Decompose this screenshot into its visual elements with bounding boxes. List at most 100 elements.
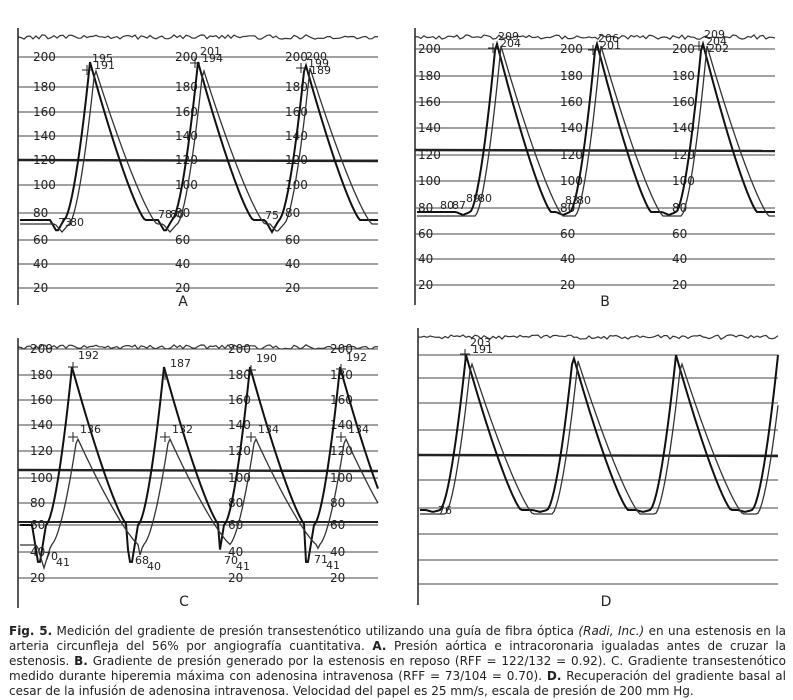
distal-pressure-wave (20, 437, 379, 571)
distal-peak-marker (336, 432, 346, 442)
panel-letter-b: B (600, 294, 610, 310)
y-tick-label: 140 (30, 418, 53, 432)
y-tick-label: 80 (175, 206, 190, 220)
y-tick-label: 100 (560, 174, 583, 188)
panel-letter-a: A (178, 294, 188, 310)
y-tick-label: 60 (33, 233, 48, 247)
aortic-pressure-wave (417, 40, 775, 217)
peak-marker (336, 364, 346, 374)
caption-b-text: Gradiente de presión generado por la est… (9, 654, 786, 683)
y-tick-label: 120 (330, 444, 353, 458)
y-tick-label: 140 (560, 121, 583, 135)
y-tick-label: 100 (672, 174, 695, 188)
y-tick-label: 60 (560, 227, 575, 241)
mean-pressure-line (17, 468, 379, 473)
peak-marker (588, 45, 598, 55)
trough-label: 71 (314, 553, 328, 566)
aortic-pressure-wave (20, 61, 378, 234)
systolic-peak-label: 199 (308, 57, 329, 70)
y-tick-label: 120 (30, 444, 53, 458)
ecg-trace (17, 344, 379, 351)
y-tick-label: 120 (418, 148, 441, 162)
trough-label: 41 (326, 559, 340, 572)
peak-marker (460, 349, 470, 359)
y-tick-label: 120 (560, 148, 583, 162)
systolic-peak-label: 202 (708, 42, 729, 55)
y-tick-label: 60 (30, 518, 45, 532)
trough-label: 70 (224, 554, 238, 567)
trough-label: 89 (466, 192, 480, 205)
trough-label: 68 (135, 554, 149, 567)
y-tick-label: 60 (418, 227, 433, 241)
y-tick-label: 160 (560, 95, 583, 109)
caption-b-label: B. (74, 654, 88, 668)
y-tick-label: 200 (228, 342, 251, 356)
systolic-peak-label: 189 (310, 64, 331, 77)
peak-marker (160, 370, 170, 380)
y-tick-label: 20 (285, 281, 300, 295)
y-tick-label: 40 (175, 257, 190, 271)
mean-pressure-line (17, 158, 379, 163)
ecg-trace (17, 34, 379, 41)
panel-b: 200 180 160 140 120 100 80 60 40 20 200 180 160 140 12… (414, 28, 776, 310)
trough-label: 41 (236, 560, 250, 573)
distal-pressure-wave (420, 360, 779, 515)
y-tick-label: 120 (33, 153, 56, 167)
systolic-peak-label: 192 (346, 351, 367, 364)
peak-marker (488, 43, 498, 53)
peak-marker (694, 41, 704, 51)
y-tick-label: 180 (33, 80, 56, 94)
y-tick-label: 120 (672, 148, 695, 162)
trough-label: 80 (70, 216, 84, 229)
distal-peak-marker (246, 432, 256, 442)
y-tick-label: 180 (285, 80, 308, 94)
y-tick-label: 60 (672, 227, 687, 241)
caption-text-2: en una estenosis en la arteria circunfle… (9, 624, 787, 653)
systolic-peak-label: 187 (170, 357, 191, 370)
peak-marker (246, 365, 256, 375)
y-tick-label: 200 (560, 42, 583, 56)
y-tick-label: 40 (285, 257, 300, 271)
y-tick-label: 120 (285, 153, 308, 167)
y-tick-label: 200 (33, 50, 56, 64)
caption-a-label: A. (372, 639, 387, 653)
y-tick-label: 20 (418, 278, 433, 292)
y-tick-label: 100 (418, 174, 441, 188)
caption-figure-label: Fig. 5. (9, 624, 53, 638)
distal-peak-label: 136 (80, 423, 101, 436)
y-tick-label: 40 (33, 257, 48, 271)
panel-letter-d: D (601, 594, 612, 610)
y-tick-label: 20 (175, 281, 190, 295)
figure-pressure-tracings: 200 180 160 140 120 100 80 60 40 20 200 180 160 140 12… (17, 28, 779, 610)
y-tick-label: 140 (330, 418, 353, 432)
distal-peak-label: 132 (172, 423, 193, 436)
figure-caption: Fig. 5. Medición del gradiente de presió… (9, 624, 786, 699)
y-tick-label: 60 (175, 233, 190, 247)
y-tick-label: 20 (560, 278, 575, 292)
y-tick-label: 160 (30, 393, 53, 407)
trough-label: 73 (58, 216, 72, 229)
peak-marker (82, 65, 92, 75)
distal-peak-marker (160, 432, 170, 442)
caption-d-text: Recuperación del gradiente basal al cesa… (9, 669, 786, 698)
systolic-peak-label: 191 (94, 59, 115, 72)
trough-label: 80 (478, 192, 492, 205)
caption-d-label: D. (546, 669, 562, 683)
y-tick-label: 200 (30, 342, 53, 356)
distal-peak-marker (68, 432, 78, 442)
trough-label: 76 (438, 504, 452, 517)
distal-peak-label: 134 (258, 423, 279, 436)
y-tick-label: 140 (228, 418, 251, 432)
systolic-peak-label: 203 (470, 336, 491, 349)
peak-marker (296, 63, 306, 73)
distal-pressure-wave (417, 45, 775, 217)
y-tick-label: 40 (418, 252, 433, 266)
y-tick-label: 160 (285, 105, 308, 119)
ecg-trace (417, 334, 779, 340)
systolic-peak-label: 195 (92, 52, 113, 65)
systolic-peak-label: 204 (500, 37, 521, 50)
systolic-peak-label: 190 (256, 352, 277, 365)
aortic-pressure-wave (420, 354, 779, 514)
y-tick-label: 40 (560, 252, 575, 266)
